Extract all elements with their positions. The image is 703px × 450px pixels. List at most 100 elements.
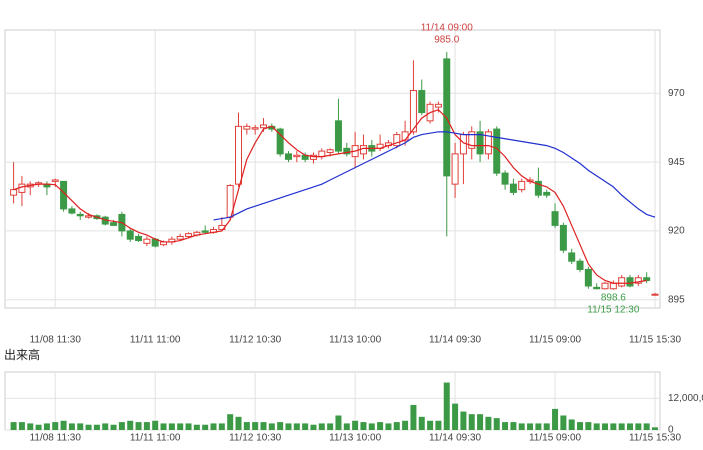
volume-bar: [152, 420, 159, 430]
volume-bar: [343, 423, 350, 430]
candle-body: [334, 120, 342, 152]
candle-body: [18, 183, 26, 193]
volume-bar: [452, 403, 459, 430]
x-tick-label: 11/11 11:00: [130, 433, 181, 444]
candle-body: [476, 131, 484, 155]
candle-body: [501, 172, 509, 185]
moving-average-line: [213, 131, 656, 221]
candle-body: [10, 189, 18, 196]
candle-body: [468, 131, 476, 149]
volume-bar: [52, 422, 59, 430]
candle-body: [343, 147, 351, 155]
volume-bar: [185, 423, 192, 430]
volume-bar: [202, 424, 209, 430]
candle-body: [593, 286, 601, 290]
candle-body: [559, 224, 567, 251]
volume-bar: [277, 422, 284, 430]
volume-bar: [468, 414, 475, 430]
candle-body: [576, 260, 584, 270]
candle-body: [518, 180, 526, 191]
volume-bar: [43, 423, 50, 430]
annotation-value: 898.6: [601, 292, 626, 303]
volume-bar: [18, 422, 25, 430]
candle-body: [418, 90, 426, 114]
volume-bar: [193, 424, 200, 430]
volume-bar: [93, 424, 100, 430]
candle-body: [126, 230, 134, 240]
candle-body: [409, 90, 417, 133]
volume-bar: [585, 422, 592, 430]
annotation-value: 985.0: [434, 35, 459, 46]
volume-bar: [543, 423, 550, 430]
candle-body: [434, 103, 442, 108]
volume-bar: [285, 423, 292, 430]
volume-bar: [118, 422, 125, 430]
x-tick-label: 11/11 11:00: [130, 335, 181, 346]
candle-body: [309, 154, 317, 160]
moving-average-line: [13, 109, 647, 284]
x-tick-label: 11/12 10:30: [229, 433, 282, 444]
volume-bar: [510, 422, 517, 430]
candle-body: [76, 213, 84, 217]
candle-body: [534, 180, 542, 196]
volume-bar: [160, 423, 167, 430]
volume-bar: [168, 423, 175, 430]
volume-bar: [210, 423, 217, 430]
volume-bar: [502, 422, 509, 430]
volume-bar: [402, 420, 409, 430]
candle-body: [509, 183, 517, 193]
volume-bar: [443, 382, 450, 430]
candle-body: [359, 145, 367, 155]
y-tick-label: 945: [668, 157, 685, 168]
y-tick-label: 0: [668, 425, 674, 436]
volume-bar: [318, 423, 325, 430]
volume-bar: [252, 422, 259, 430]
candle-body: [110, 222, 118, 226]
volume-bar: [518, 423, 525, 430]
volume-bar: [302, 423, 309, 430]
candle-body: [584, 268, 592, 287]
volume-bar: [227, 414, 234, 430]
volume-bar: [635, 423, 642, 430]
annotation-time: 11/15 12:30: [587, 304, 640, 315]
volume-bar: [352, 420, 359, 430]
volume-bar: [618, 423, 625, 430]
volume-bar: [60, 420, 67, 430]
volume-bar: [243, 422, 250, 430]
volume-bar: [410, 404, 417, 430]
volume-bar: [27, 423, 34, 430]
volume-bar: [393, 422, 400, 430]
candle-body: [326, 149, 334, 153]
volume-bar: [485, 416, 492, 430]
y-tick-label: 12,000,000: [668, 393, 703, 404]
volume-bar: [10, 422, 17, 430]
volume-bar: [335, 415, 342, 430]
x-tick-label: 11/15 09:00: [529, 335, 582, 346]
volume-bar: [593, 423, 600, 430]
volume-bar: [268, 423, 275, 430]
candle-body: [543, 191, 551, 196]
candle-body: [551, 211, 559, 226]
volume-bar: [435, 420, 442, 430]
volume-bar: [627, 423, 634, 430]
candle-body: [484, 131, 492, 155]
volume-bar: [368, 423, 375, 430]
candle-body: [293, 154, 301, 158]
volume-bar: [527, 423, 534, 430]
price-frame: [4, 29, 661, 309]
volume-bar: [418, 416, 425, 430]
y-tick-label: 970: [668, 88, 685, 99]
candle-body: [643, 277, 651, 281]
candle-body: [651, 293, 659, 296]
x-tick-label: 11/14 09:30: [429, 335, 482, 346]
x-tick-label: 11/08 11:30: [30, 433, 82, 444]
volume-bar: [35, 424, 42, 430]
x-tick-label: 11/08 11:30: [30, 335, 82, 346]
candle-body: [51, 179, 59, 182]
candle-body: [626, 277, 634, 287]
candle-body: [634, 277, 642, 284]
candle-body: [243, 125, 251, 130]
volume-bar: [377, 422, 384, 430]
